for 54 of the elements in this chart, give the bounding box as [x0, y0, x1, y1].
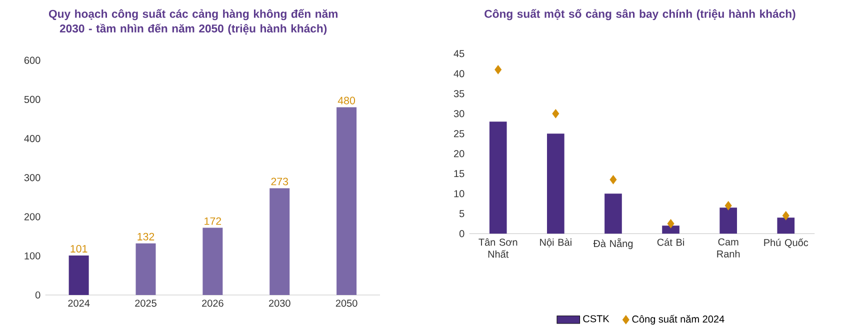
bar: [202, 228, 223, 295]
chart-title: Công suất một số cảng sân bay chính (triệu hành khách): [484, 9, 796, 20]
chart-title: Quy hoạch công suất các cảng hàng không đến năm 2030 - tầm nhìn đến năm 2050 (triệu hành khách): [48, 9, 338, 35]
y-tick-label: 0: [459, 230, 464, 238]
y-tick-label: 400: [24, 135, 40, 142]
point: [610, 175, 617, 184]
data-label: 273: [271, 178, 288, 186]
bar: [489, 122, 507, 234]
y-tick-label: 45: [454, 50, 464, 58]
x-tick-label: Nội Bài: [540, 238, 572, 248]
y-tick-label: 5: [459, 210, 464, 218]
x-tick-label: 2030: [268, 300, 290, 307]
point: [724, 201, 732, 210]
data-label: 101: [70, 245, 88, 253]
y-tick-label: 25: [454, 130, 464, 138]
point: [494, 65, 502, 74]
point: [782, 211, 790, 220]
point: [667, 219, 674, 228]
x-tick-label: 2026: [202, 300, 224, 307]
y-tick-label: 20: [454, 150, 464, 158]
x-tick-label: 2024: [68, 300, 90, 307]
bar: [546, 134, 564, 234]
y-tick-label: 100: [24, 252, 40, 260]
x-tick-label: 2050: [336, 300, 358, 307]
bar: [604, 194, 622, 234]
y-tick-label: 35: [454, 90, 464, 98]
bar: [136, 243, 156, 295]
data-label: 132: [138, 232, 154, 240]
y-tick-label: 0: [35, 291, 40, 299]
x-tick-label: Cát Bi: [657, 238, 684, 246]
y-tick-label: 600: [24, 56, 40, 64]
bar: [68, 255, 89, 295]
bar: [662, 226, 680, 234]
x-tick-label: Cam Ranh: [717, 238, 740, 258]
y-tick-label: 30: [454, 110, 464, 118]
bar: [777, 218, 795, 234]
x-tick-label: Đà Nẵng: [593, 238, 633, 250]
y-tick-label: 300: [24, 174, 40, 182]
bar: [336, 107, 357, 295]
legend-label: CSTK: [583, 315, 610, 322]
y-tick-label: 200: [24, 213, 40, 220]
x-tick-label: Phú Quốc: [764, 238, 808, 248]
y-tick-label: 40: [454, 70, 464, 78]
data-label: 480: [338, 96, 356, 104]
y-tick-label: 15: [454, 170, 464, 178]
point: [552, 109, 560, 118]
bar: [720, 208, 737, 234]
x-tick-label: Tân Sơn Nhất: [478, 238, 518, 258]
y-tick-label: 500: [24, 96, 40, 103]
legend-label: Công suất năm 2024: [632, 314, 724, 325]
y-tick-label: 10: [454, 190, 464, 198]
data-label: 172: [204, 217, 222, 225]
bar: [270, 188, 290, 295]
x-tick-label: 2025: [135, 300, 156, 307]
